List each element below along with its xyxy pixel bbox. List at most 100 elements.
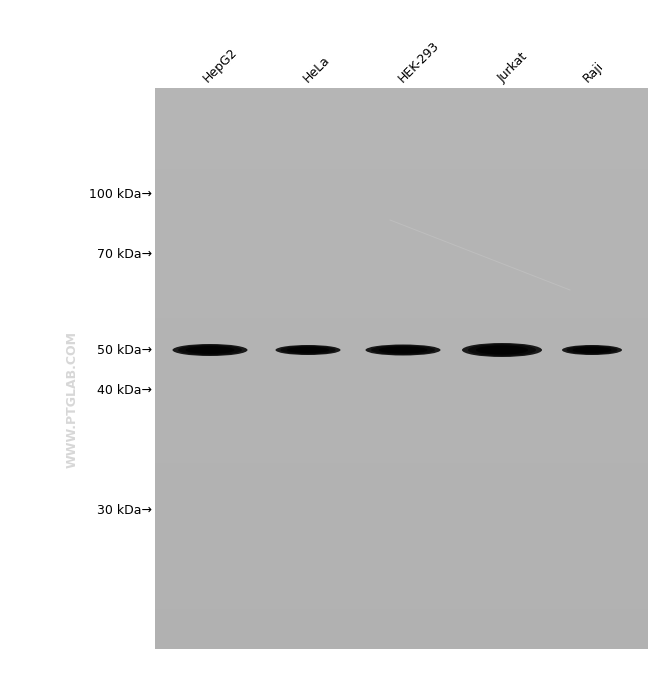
- Bar: [155, 469, 648, 473]
- Bar: [155, 553, 648, 557]
- Bar: [155, 359, 648, 364]
- Bar: [155, 298, 648, 302]
- Bar: [155, 452, 648, 456]
- Bar: [155, 371, 648, 374]
- Bar: [155, 91, 648, 95]
- Bar: [155, 334, 648, 338]
- Bar: [155, 466, 648, 470]
- Bar: [155, 88, 648, 92]
- Bar: [155, 597, 648, 602]
- Text: 50 kDa→: 50 kDa→: [97, 344, 152, 357]
- Bar: [155, 642, 648, 647]
- Text: WWW.PTGLAB.COM: WWW.PTGLAB.COM: [66, 331, 79, 469]
- Bar: [155, 438, 648, 442]
- Bar: [155, 253, 648, 257]
- Bar: [155, 505, 648, 509]
- Bar: [155, 354, 648, 358]
- Bar: [155, 491, 648, 495]
- Bar: [155, 500, 648, 503]
- Bar: [155, 209, 648, 212]
- Bar: [155, 637, 648, 640]
- Bar: [155, 390, 648, 394]
- Bar: [155, 234, 648, 237]
- Ellipse shape: [462, 343, 542, 357]
- Bar: [155, 623, 648, 627]
- Bar: [155, 556, 648, 559]
- Bar: [155, 295, 648, 299]
- Bar: [155, 183, 648, 187]
- Bar: [155, 231, 648, 235]
- Bar: [155, 144, 648, 148]
- Bar: [155, 331, 648, 336]
- Bar: [155, 250, 648, 254]
- Bar: [155, 194, 648, 198]
- Bar: [155, 645, 648, 649]
- Bar: [155, 595, 648, 599]
- Bar: [155, 147, 648, 151]
- Text: Raji: Raji: [581, 59, 606, 85]
- Bar: [155, 584, 648, 587]
- Bar: [155, 632, 648, 635]
- Bar: [155, 531, 648, 534]
- Bar: [155, 544, 648, 548]
- Ellipse shape: [371, 345, 435, 355]
- Bar: [155, 121, 648, 125]
- Bar: [155, 612, 648, 615]
- Bar: [155, 270, 648, 273]
- Bar: [155, 281, 648, 285]
- Bar: [155, 284, 648, 288]
- Bar: [155, 496, 648, 501]
- Bar: [155, 141, 648, 145]
- Bar: [155, 449, 648, 453]
- Bar: [155, 547, 648, 551]
- Bar: [155, 152, 648, 156]
- Bar: [155, 136, 648, 139]
- Bar: [155, 267, 648, 271]
- Bar: [155, 116, 648, 120]
- Bar: [155, 435, 648, 439]
- Bar: [155, 640, 648, 643]
- Bar: [155, 525, 648, 529]
- Bar: [155, 205, 648, 209]
- Bar: [155, 600, 648, 604]
- Ellipse shape: [562, 345, 622, 355]
- Bar: [155, 149, 648, 153]
- Text: HeLa: HeLa: [301, 53, 333, 85]
- Ellipse shape: [186, 346, 235, 354]
- Bar: [155, 222, 648, 226]
- Bar: [155, 443, 648, 447]
- Bar: [155, 432, 648, 436]
- Ellipse shape: [276, 345, 341, 355]
- Bar: [155, 315, 648, 318]
- Bar: [155, 421, 648, 425]
- Bar: [155, 287, 648, 291]
- Bar: [155, 96, 648, 100]
- Bar: [155, 379, 648, 383]
- Ellipse shape: [378, 346, 428, 353]
- Bar: [155, 402, 648, 405]
- Bar: [155, 634, 648, 638]
- Bar: [155, 290, 648, 293]
- Bar: [155, 245, 648, 249]
- Bar: [155, 155, 648, 159]
- Bar: [155, 214, 648, 218]
- Bar: [155, 303, 648, 308]
- Bar: [155, 477, 648, 481]
- Bar: [155, 418, 648, 422]
- Bar: [155, 589, 648, 593]
- Ellipse shape: [567, 346, 617, 354]
- Text: 30 kDa→: 30 kDa→: [97, 503, 152, 516]
- Text: HEK-293: HEK-293: [396, 39, 442, 85]
- Ellipse shape: [172, 344, 248, 356]
- Bar: [155, 494, 648, 498]
- Bar: [155, 357, 648, 361]
- Bar: [155, 276, 648, 280]
- Ellipse shape: [280, 346, 335, 354]
- Bar: [155, 441, 648, 445]
- Bar: [155, 273, 648, 277]
- Bar: [155, 108, 648, 111]
- Bar: [155, 172, 648, 176]
- Ellipse shape: [365, 344, 441, 355]
- Bar: [155, 181, 648, 184]
- Bar: [155, 528, 648, 531]
